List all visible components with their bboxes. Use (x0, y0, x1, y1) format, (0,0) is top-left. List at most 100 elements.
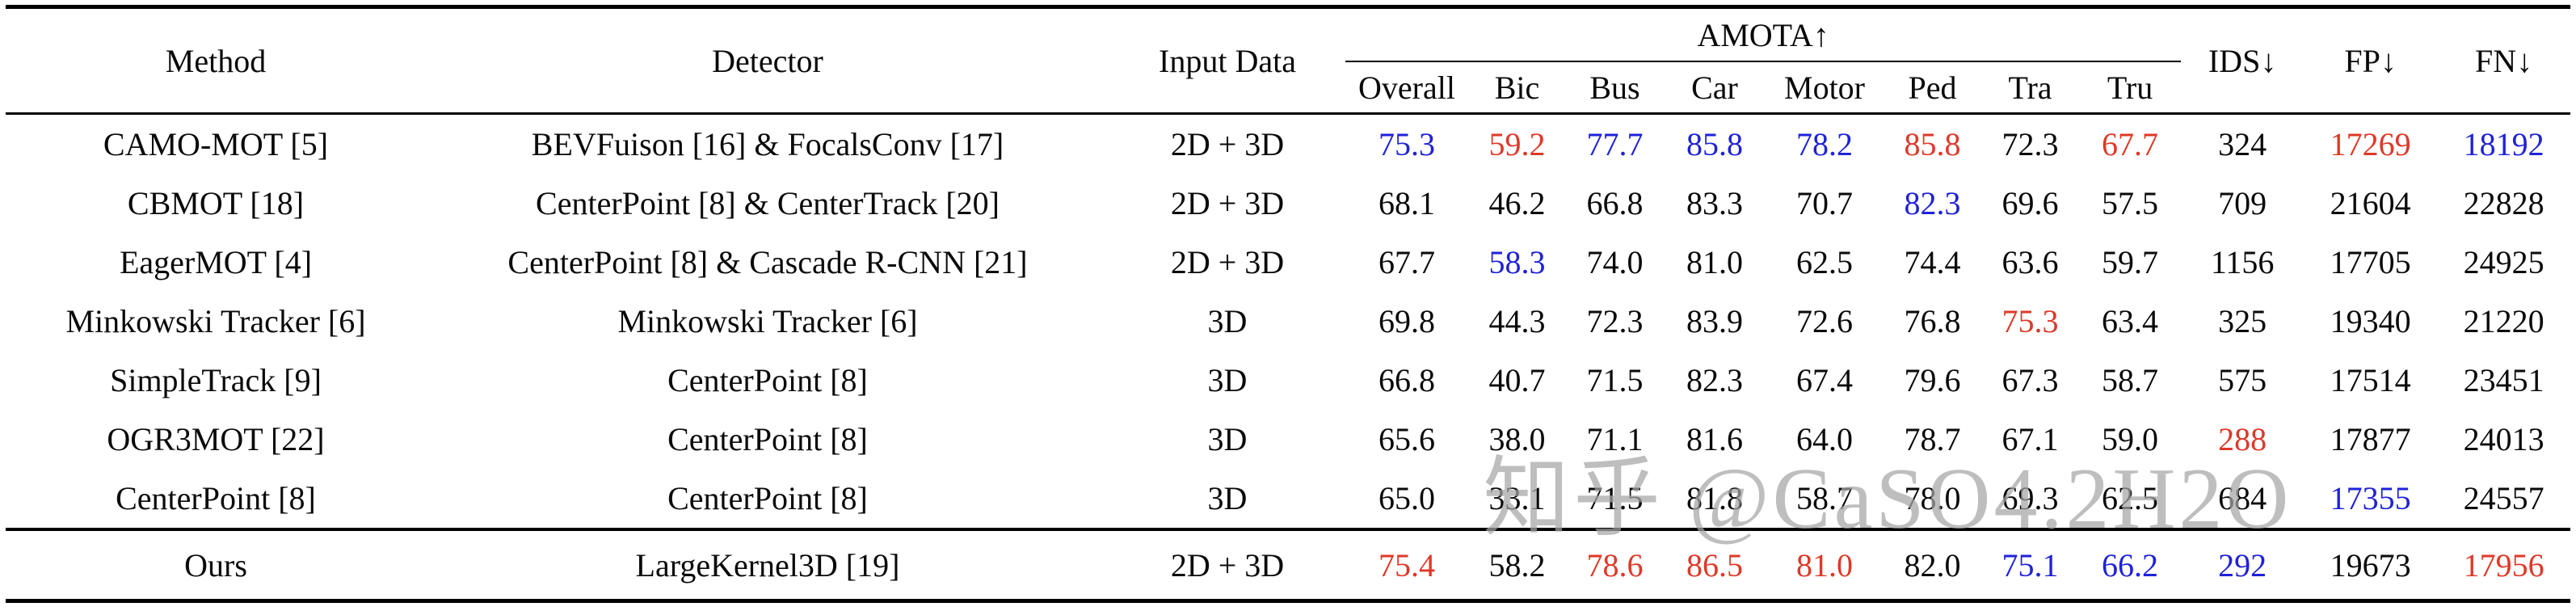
cell-fn: 24925 (2463, 244, 2544, 280)
cell-amota-motor: 70.7 (1796, 185, 1853, 221)
tracking-results-table: Method Detector Input Data AMOTA↑ IDS↓ F… (6, 5, 2571, 603)
cell-amota-bic: 44.3 (1488, 303, 1546, 339)
col-subheader-car: Car (1691, 69, 1738, 106)
cell-amota-ped: 78.0 (1904, 480, 1961, 516)
cell-fp: 19673 (2330, 546, 2411, 584)
col-subheader-motor: Motor (1784, 69, 1865, 106)
cell-amota-tra: 67.3 (2001, 362, 2059, 398)
cell-amota-bus: 74.0 (1586, 244, 1644, 280)
cell-fn: 24013 (2463, 421, 2544, 457)
cell-amota-ped: 82.0 (1904, 546, 1961, 584)
col-subheader-ped: Ped (1908, 69, 1957, 106)
cell-amota-ped: 78.7 (1904, 421, 1961, 457)
table-body: CAMO-MOT [5] BEVFuison [16] & FocalsConv … (6, 114, 2571, 601)
cell-detector: CenterPoint [8] & CenterTrack [20] (536, 185, 1000, 221)
table-row-ours: Ours LargeKernel3D [19] 2D + 3D 75.4 58.2 78.… (6, 529, 2571, 601)
col-header-detector: Detector (712, 42, 823, 79)
cell-ids: 684 (2218, 480, 2267, 516)
table-row: CenterPoint [8] CenterPoint [8] 3D 65.0 33.1… (6, 469, 2570, 529)
cell-ids: 292 (2218, 546, 2267, 584)
cell-amota-ped: 74.4 (1904, 244, 1961, 280)
cell-amota-bic: 58.2 (1488, 546, 1546, 584)
cell-amota-motor: 81.0 (1796, 546, 1853, 584)
cell-amota-bus: 71.5 (1586, 362, 1644, 398)
cell-fn: 23451 (2463, 362, 2544, 398)
cell-method: EagerMOT [4] (119, 244, 313, 280)
cell-amota-motor: 64.0 (1796, 421, 1853, 457)
cell-amota-car: 83.3 (1686, 185, 1743, 221)
col-header-input-data: Input Data (1159, 42, 1296, 79)
cell-amota-tru: 58.7 (2102, 362, 2159, 398)
cell-amota-overall: 67.7 (1378, 244, 1435, 280)
cell-amota-bus: 72.3 (1586, 303, 1644, 339)
cell-fp: 17705 (2330, 244, 2411, 280)
cell-amota-tra: 75.1 (2001, 546, 2059, 584)
cell-amota-tra: 67.1 (2001, 421, 2059, 457)
col-subheader-tru: Tru (2107, 69, 2153, 106)
cell-amota-car: 81.6 (1686, 421, 1743, 457)
cell-amota-tru: 66.2 (2102, 546, 2159, 584)
cell-amota-bic: 38.0 (1488, 421, 1546, 457)
col-subheader-tra: Tra (2008, 69, 2052, 106)
cell-fp: 17269 (2330, 126, 2411, 162)
table-row: Minkowski Tracker [6] Minkowski Tracker [… (6, 292, 2570, 351)
cell-amota-car: 82.3 (1686, 362, 1743, 398)
cell-amota-bus: 66.8 (1586, 185, 1644, 221)
cell-amota-ped: 76.8 (1904, 303, 1961, 339)
cell-input-data: 3D (1207, 362, 1248, 398)
cell-amota-tru: 57.5 (2102, 185, 2159, 221)
cell-amota-tru: 63.4 (2102, 303, 2159, 339)
cell-method: Minkowski Tracker [6] (65, 303, 366, 339)
cell-amota-motor: 78.2 (1796, 126, 1853, 162)
cell-fn: 21220 (2463, 303, 2544, 339)
cell-amota-tru: 67.7 (2102, 126, 2159, 162)
cell-amota-car: 86.5 (1686, 546, 1743, 584)
cell-fp: 21604 (2330, 185, 2411, 221)
cell-ids: 709 (2218, 185, 2267, 221)
cell-amota-bic: 46.2 (1488, 185, 1546, 221)
cell-fn: 24557 (2463, 480, 2544, 516)
cell-ids: 1156 (2210, 244, 2275, 280)
cell-detector: CenterPoint [8] (667, 480, 868, 516)
cell-method: CAMO-MOT [5] (103, 126, 329, 162)
cell-fp: 17355 (2330, 480, 2411, 516)
cell-amota-tru: 59.7 (2102, 244, 2159, 280)
col-subheader-bus: Bus (1589, 69, 1640, 106)
cell-amota-motor: 58.7 (1796, 480, 1853, 516)
col-header-method: Method (165, 42, 267, 79)
table-row: SimpleTrack [9] CenterPoint [8] 3D 66.8 40.7… (6, 351, 2570, 410)
cell-amota-bus: 78.6 (1586, 546, 1644, 584)
cell-amota-tra: 75.3 (2001, 303, 2059, 339)
cell-detector: CenterPoint [8] (667, 421, 868, 457)
cell-amota-overall: 65.6 (1378, 421, 1435, 457)
cell-method: Ours (184, 546, 247, 584)
col-subheader-bic: Bic (1494, 69, 1540, 106)
cell-ids: 325 (2218, 303, 2267, 339)
cell-amota-car: 83.9 (1686, 303, 1743, 339)
cell-fp: 17877 (2330, 421, 2411, 457)
cell-fp: 17514 (2330, 362, 2411, 398)
cell-amota-car: 81.0 (1686, 244, 1743, 280)
cell-detector: LargeKernel3D [19] (635, 546, 900, 584)
cell-input-data: 3D (1207, 480, 1248, 516)
amota-subheader-row: Overall Bic Bus Car Motor Ped Tra Tru (6, 61, 2570, 114)
cell-fn: 17956 (2463, 546, 2544, 584)
col-header-amota-group: AMOTA↑ (1345, 6, 2182, 62)
cell-amota-motor: 62.5 (1796, 244, 1853, 280)
table-row: CBMOT [18] CenterPoint [8] & CenterTrack … (6, 174, 2570, 233)
cell-amota-overall: 68.1 (1378, 185, 1435, 221)
cell-input-data: 2D + 3D (1170, 185, 1285, 221)
cell-amota-overall: 75.4 (1378, 546, 1435, 584)
cell-fn: 22828 (2463, 185, 2544, 221)
cell-fp: 19340 (2330, 303, 2411, 339)
cell-amota-ped: 79.6 (1904, 362, 1961, 398)
cell-input-data: 2D + 3D (1170, 244, 1285, 280)
cell-input-data: 2D + 3D (1170, 126, 1285, 162)
cell-amota-motor: 67.4 (1796, 362, 1853, 398)
cell-ids: 288 (2218, 421, 2267, 457)
cell-amota-bus: 77.7 (1586, 126, 1644, 162)
col-header-fn: FN↓ (2475, 42, 2533, 79)
cell-detector: Minkowski Tracker [6] (617, 303, 918, 339)
cell-amota-tru: 59.0 (2102, 421, 2159, 457)
